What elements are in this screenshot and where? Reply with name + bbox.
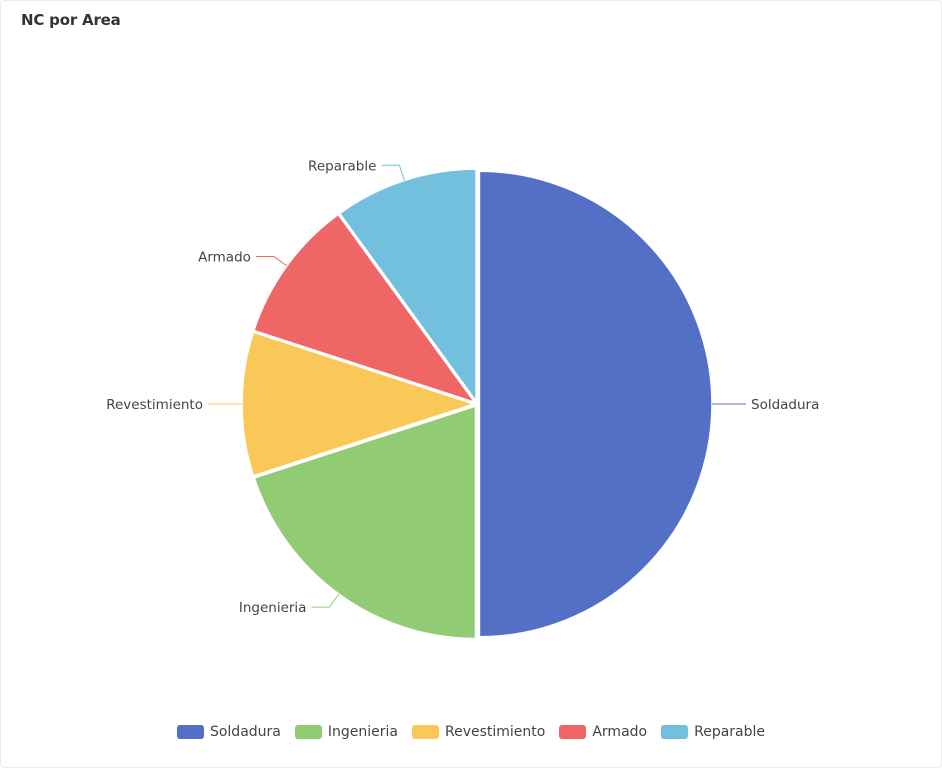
legend-swatch [411,725,439,739]
label-line-reparable [381,164,405,181]
pie-labels: Soldadura Ingenieria Revestimiento Armado Re… [106,158,819,616]
legend-swatch [294,725,322,739]
label-line-ingenieria [311,593,340,608]
legend-label: Revestimiento [444,724,546,740]
pie-label-lines [208,164,746,608]
legend-item-soldadura[interactable]: Soldadura [176,724,281,740]
legend-item-ingenieria[interactable]: Ingenieria [294,724,398,740]
chart-legend: Soldadura Ingenieria Revestimiento Armado Re… [0,724,942,740]
chart-title: NC por Area [21,11,121,29]
legend-item-reparable[interactable]: Reparable [661,724,765,740]
legend-label: Reparable [694,724,766,740]
legend-swatch [559,725,587,739]
legend-item-armado[interactable]: Armado [559,724,647,740]
legend-label: Armado [592,724,648,740]
slice-label-soldadura: Soldadura [751,397,819,413]
slice-label-ingenieria: Ingenieria [239,600,307,616]
legend-swatch [661,725,689,739]
slice-label-armado: Armado [198,249,251,265]
pie-slices [240,167,714,640]
slice-label-revestimiento: Revestimiento [106,397,203,413]
legend-swatch [176,725,204,739]
pie-slice-soldadura[interactable] [478,170,714,638]
label-line-armado [255,255,288,267]
legend-label: Soldadura [209,724,281,740]
slice-label-reparable: Reparable [308,158,376,174]
legend-label: Ingenieria [327,724,398,740]
legend-item-revestimiento[interactable]: Revestimiento [411,724,546,740]
